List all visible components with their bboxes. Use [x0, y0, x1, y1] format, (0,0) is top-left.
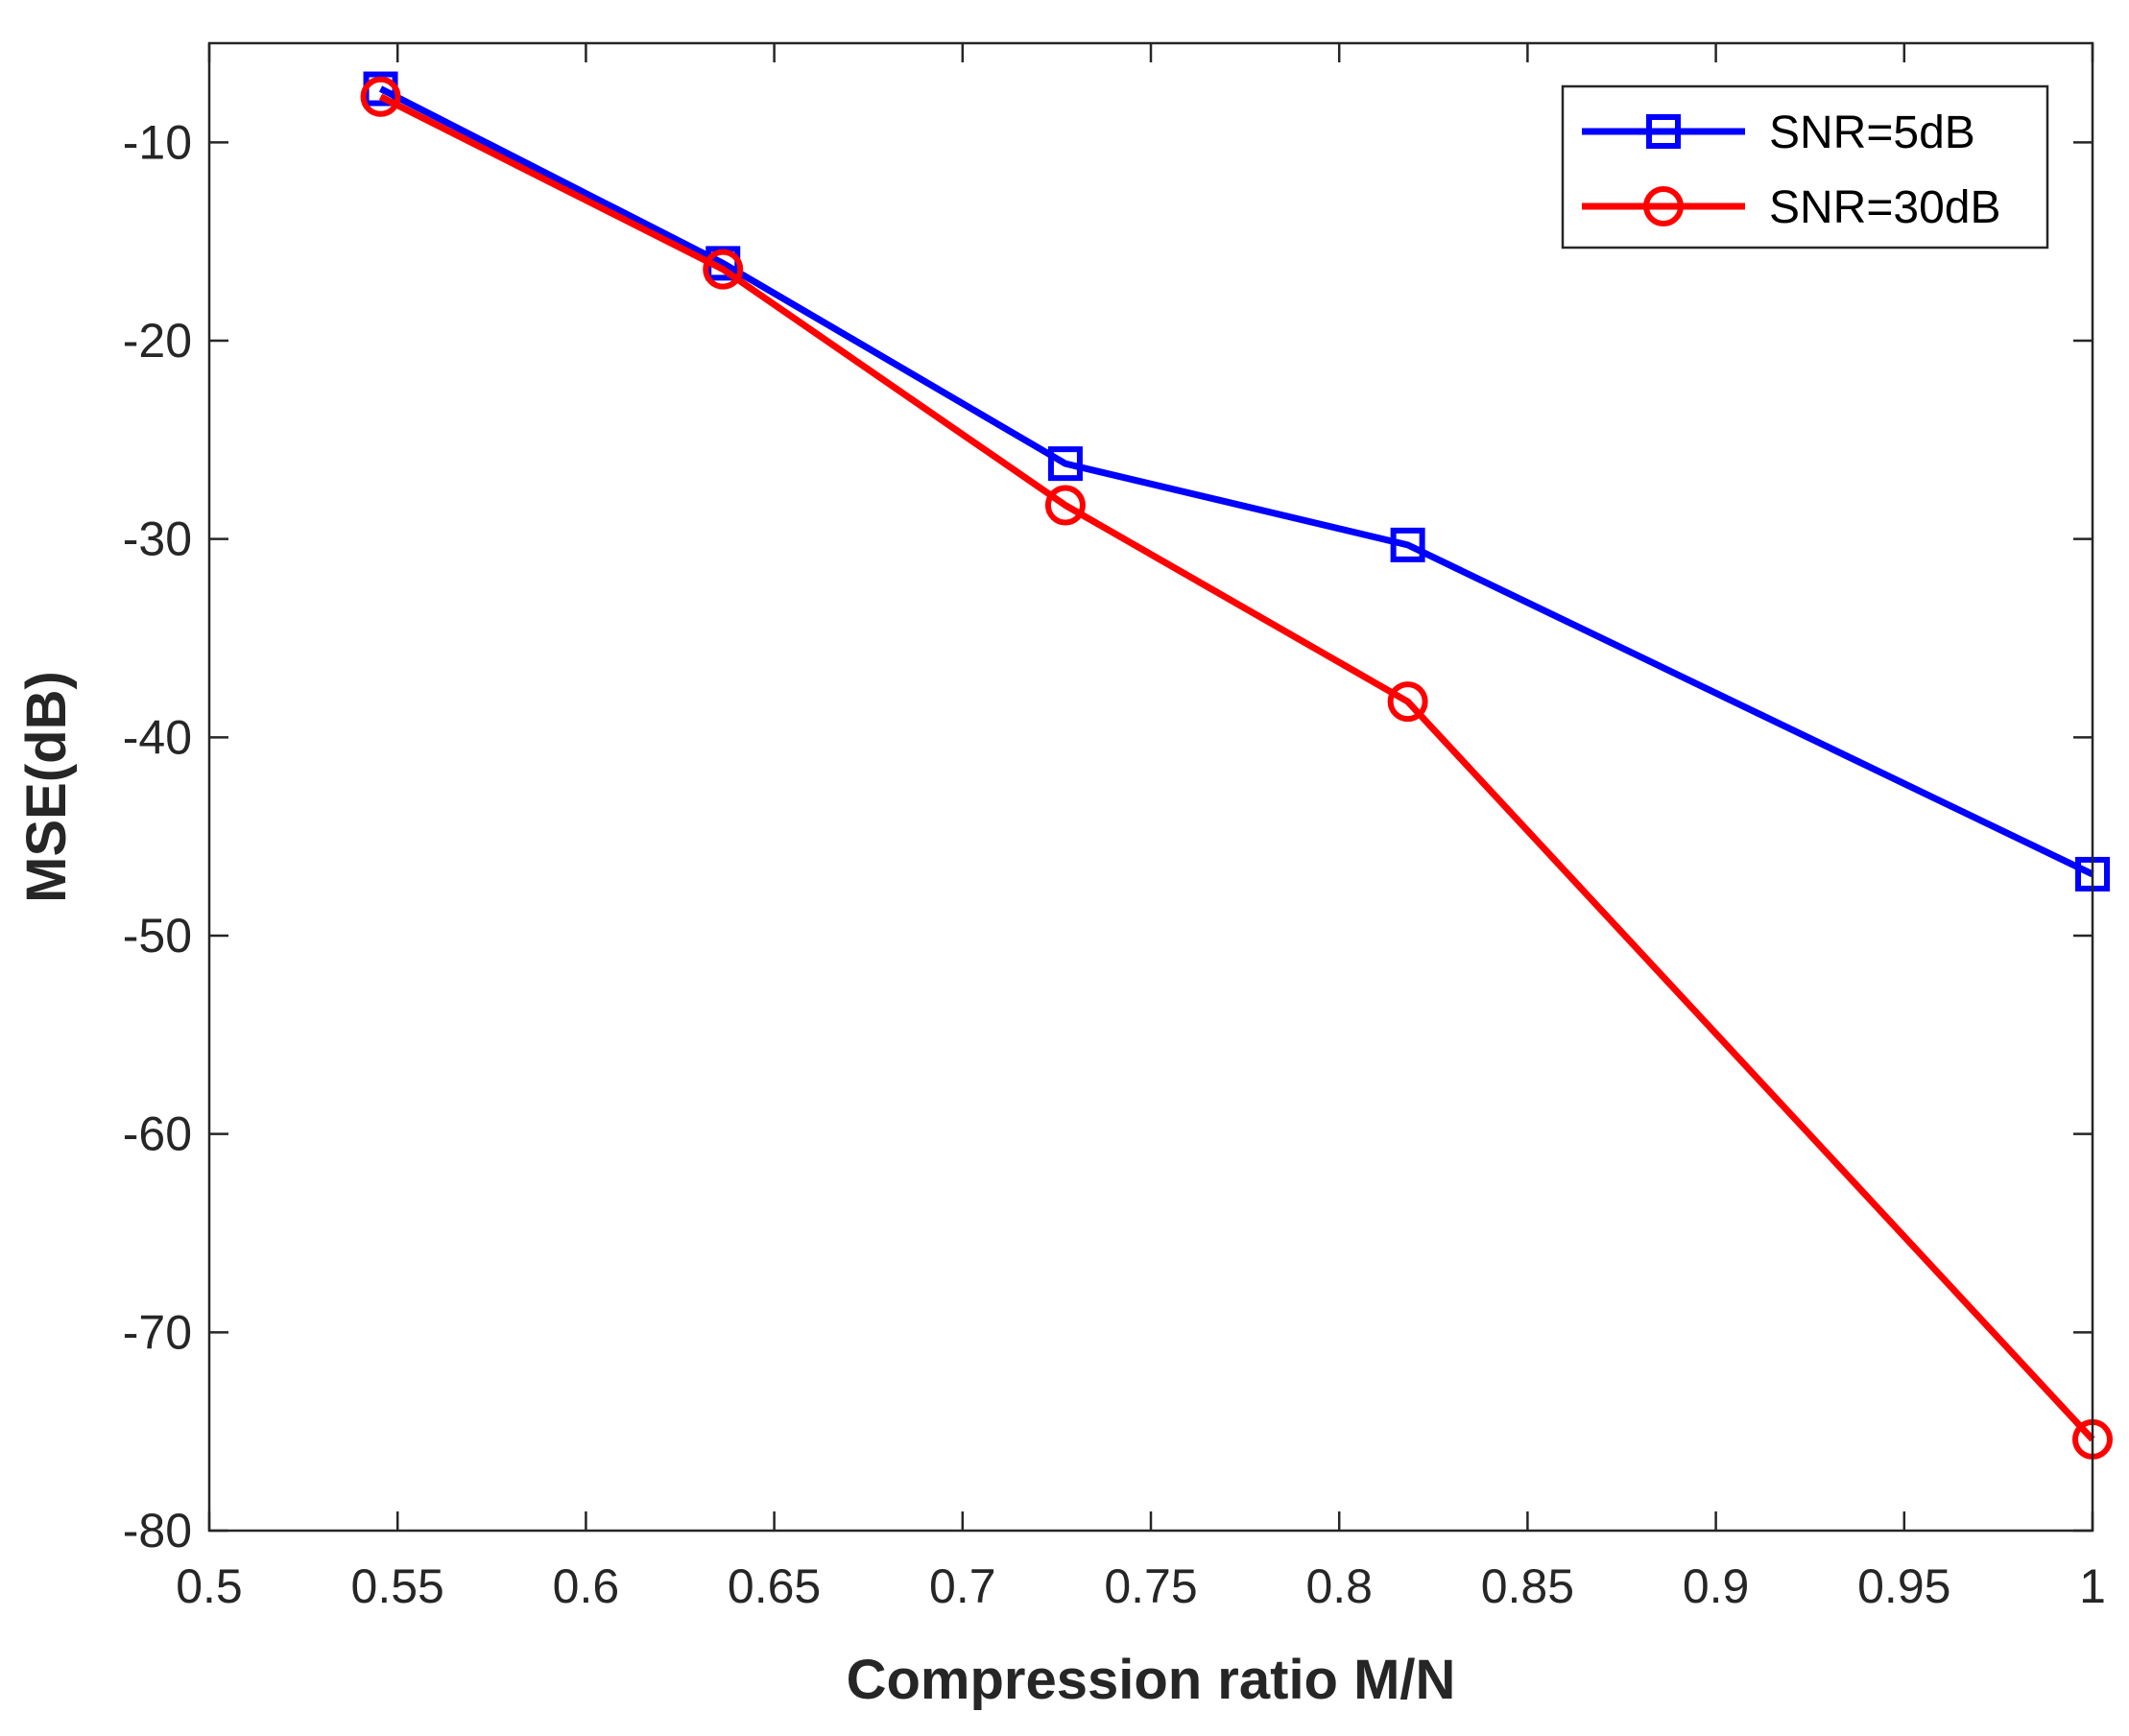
x-tick-label: 0.55	[351, 1559, 444, 1613]
plot-area	[209, 43, 2093, 1531]
legend-square-marker	[1646, 114, 1681, 149]
y-tick-labels: -10 -20 -30 -40 -50 -60 -70 -80	[123, 115, 192, 1558]
x-tick-label: 0.75	[1104, 1559, 1197, 1613]
data-point-square	[1390, 527, 1425, 562]
y-tick-label: -50	[123, 909, 192, 963]
legend-box	[1561, 84, 2049, 250]
series-snr-5db	[363, 71, 2110, 892]
x-tick-label: 0.7	[929, 1559, 996, 1613]
legend-entry-snr-30db: SNR=30dB	[1582, 182, 2000, 233]
series-line	[378, 93, 2095, 1442]
x-axis-title: Compression ratio M/N	[847, 1649, 1456, 1711]
y-tick-label: -20	[123, 314, 192, 368]
data-point-circle	[703, 249, 744, 290]
data-point-circle	[360, 76, 401, 117]
series-line	[378, 85, 2094, 878]
x-tick-label: 0.95	[1857, 1559, 1950, 1613]
y-tick-label: -80	[123, 1504, 192, 1558]
x-tick-label: 0.65	[728, 1559, 821, 1613]
y-tick-label: -40	[123, 710, 192, 764]
y-tick-label: -30	[123, 512, 192, 566]
data-point-circle	[1387, 681, 1428, 723]
legend-circle-marker	[1643, 186, 1684, 226]
data-point-circle	[1044, 485, 1086, 526]
series-layer	[360, 71, 2113, 1460]
y-axis-title: MSE(dB)	[15, 671, 78, 903]
y-tick-label: -60	[123, 1107, 192, 1161]
x-tick-label: 0.8	[1305, 1559, 1373, 1613]
plot-frame	[207, 41, 2094, 1533]
data-point-square	[1047, 446, 1083, 482]
y-tick-label: -10	[123, 115, 192, 169]
x-tick-label: 1	[2079, 1559, 2106, 1613]
x-tick-labels: 0.5 0.55 0.6 0.65 0.7 0.75 0.8 0.85 0.9 0.95 1	[176, 1559, 2106, 1613]
x-tick-label: 0.9	[1683, 1559, 1750, 1613]
x-tick-label: 0.5	[176, 1559, 243, 1613]
x-tick-label: 0.6	[553, 1559, 620, 1613]
legend-label-snr-5db: SNR=5dB	[1769, 107, 1975, 158]
x-tick-label: 0.85	[1481, 1559, 1574, 1613]
legend: SNR=5dB SNR=30dB	[1561, 84, 2049, 250]
y-tick-label: -70	[123, 1305, 192, 1359]
legend-label-snr-30db: SNR=30dB	[1769, 182, 2000, 233]
legend-entry-snr-5db: SNR=5dB	[1582, 107, 1975, 158]
